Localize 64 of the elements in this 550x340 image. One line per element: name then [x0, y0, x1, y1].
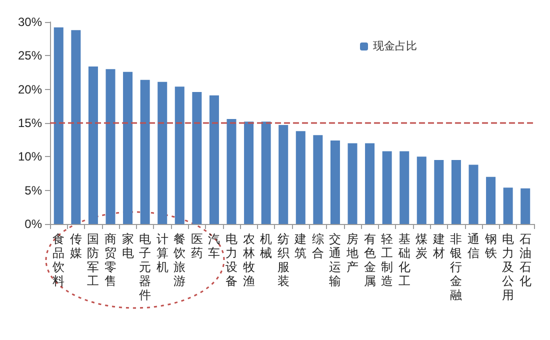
x-tick-label: 石油石化: [519, 232, 532, 288]
x-tick-label: 建材: [432, 232, 445, 260]
bar: [434, 160, 444, 224]
y-tick-label: 10%: [18, 150, 42, 164]
x-tick-label: 餐饮旅游: [172, 232, 186, 288]
x-tick-label: 计算机: [156, 232, 168, 274]
x-tick-label: 基础化工: [397, 232, 410, 288]
x-tick-label: 煤炭: [416, 232, 428, 260]
bar: [278, 125, 288, 224]
x-tick-label: 轻工制造: [381, 232, 394, 288]
x-tick-label: 汽车: [208, 232, 220, 260]
x-tick-label: 机械: [260, 232, 272, 260]
bar: [348, 143, 358, 224]
bar: [209, 95, 219, 224]
bar: [158, 82, 168, 224]
bar: [382, 151, 392, 224]
y-tick-label: 0%: [24, 217, 42, 231]
x-tick-label: 医药: [190, 232, 203, 260]
x-tick-label: 纺织服装: [277, 232, 290, 288]
bar: [226, 118, 236, 224]
x-tick-label: 食品饮料: [52, 232, 65, 288]
x-tick-label: 通信: [468, 232, 480, 260]
bar: [106, 69, 116, 224]
y-tick-label: 5%: [24, 183, 42, 198]
x-tick-label: 农林牧渔: [242, 232, 255, 288]
bar: [192, 92, 202, 224]
y-tick-label: 30%: [18, 15, 42, 29]
y-tick-label: 25%: [18, 48, 42, 63]
bar: [486, 176, 496, 224]
bar: [400, 151, 410, 224]
bar: [503, 188, 513, 224]
y-tick-label: 15%: [18, 116, 42, 130]
bar: [296, 131, 306, 224]
bar: [365, 143, 375, 224]
bar: [313, 135, 323, 224]
bar: [330, 140, 340, 224]
x-tick-label: 国防军工: [87, 232, 100, 288]
bar: [71, 30, 81, 224]
bar: [520, 188, 530, 224]
bar: [468, 164, 478, 224]
bar: [54, 27, 64, 224]
x-tick-label: 商贸零售: [104, 232, 116, 288]
bar: [123, 72, 133, 224]
x-tick-label: 钢铁: [484, 232, 497, 260]
legend-label: 现金占比: [373, 40, 417, 52]
x-tick-label: 交通运输: [329, 232, 342, 288]
bar: [451, 160, 461, 224]
bar: [88, 66, 98, 224]
x-tick-label: 家电: [122, 232, 134, 260]
x-tick-label: 房地产: [346, 232, 358, 274]
bar: [261, 122, 271, 224]
bar: [244, 122, 254, 224]
bar: [140, 80, 150, 224]
x-tick-label: 综合: [312, 232, 324, 260]
bar: [174, 86, 184, 224]
y-tick-label: 20%: [18, 82, 42, 96]
x-tick-label: 传媒: [70, 232, 82, 260]
x-tick-label: 有色金属: [364, 232, 376, 288]
bar: [416, 156, 426, 224]
x-tick-label: 电力及公用: [502, 232, 514, 302]
x-tick-label: 电力设备: [226, 232, 238, 288]
x-tick-label: 非银行金融: [449, 232, 462, 302]
x-tick-label: 电子元器件: [139, 232, 152, 302]
x-tick-label: 建筑: [294, 232, 307, 260]
